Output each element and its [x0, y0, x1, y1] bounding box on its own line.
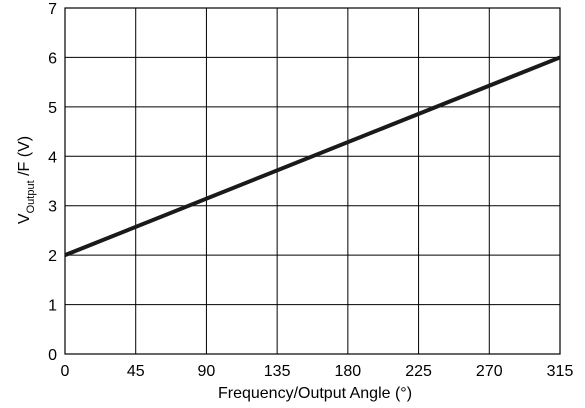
series-line [64, 55, 561, 258]
series-layer [64, 55, 561, 258]
y-axis-title-suffix: /F (V) [16, 136, 33, 180]
y-tick-label: 7 [48, 1, 57, 18]
y-axis-title: VOutput /F (V) [16, 136, 37, 224]
x-tick-label: 0 [61, 363, 70, 380]
x-tick-label: 315 [547, 363, 574, 380]
x-tick-label: 135 [264, 363, 291, 380]
y-axis-title-subscript: Output [25, 180, 37, 213]
x-tick-label: 90 [198, 363, 216, 380]
y-tick-label: 4 [48, 149, 57, 166]
x-tick-label: 45 [127, 363, 145, 380]
y-tick-labels: 0 1 2 3 4 5 6 7 [48, 1, 57, 364]
y-axis-title-main: V [16, 213, 33, 224]
x-axis-title: Frequency/Output Angle (°) [218, 385, 412, 402]
y-tick-label: 5 [48, 100, 57, 117]
x-tick-label: 225 [405, 363, 432, 380]
y-tick-label: 2 [48, 248, 57, 265]
y-tick-label: 0 [48, 347, 57, 364]
y-tick-label: 1 [48, 298, 57, 315]
plot-frame [64, 7, 561, 355]
x-tick-labels: 0 45 90 135 180 225 270 315 [61, 363, 574, 380]
x-tick-label: 270 [476, 363, 503, 380]
y-tick-label: 6 [48, 50, 57, 67]
x-tick-label: 180 [335, 363, 362, 380]
y-tick-label: 3 [48, 199, 57, 216]
grid-lines [64, 7, 561, 355]
